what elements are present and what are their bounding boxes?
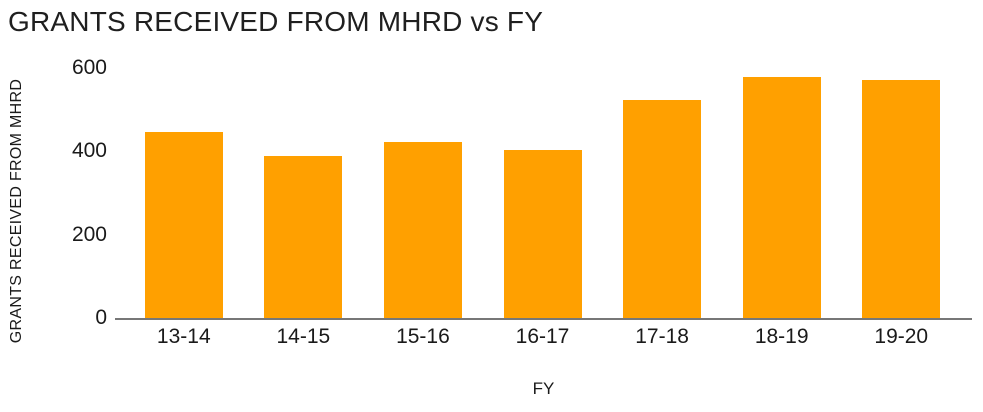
x-tick-label-14-15: 14-15 bbox=[276, 325, 331, 348]
bar-slot-16-17 bbox=[483, 68, 603, 318]
y-tick-label-600: 600 bbox=[71, 56, 107, 79]
bar-slot-18-19 bbox=[722, 68, 842, 318]
x-tick-label-17-18: 17-18 bbox=[635, 325, 689, 348]
bar-16-17 bbox=[503, 149, 582, 318]
x-tick-label-19-20: 19-20 bbox=[874, 325, 929, 348]
bar-slot-14-15 bbox=[244, 68, 364, 318]
x-axis-tick-labels: 13-14 14-15 15-16 16-17 17-18 18-19 19-20 bbox=[124, 325, 961, 349]
y-tick-label-0: 0 bbox=[95, 306, 107, 329]
y-tick-label-400: 400 bbox=[71, 139, 107, 163]
bar-13-14 bbox=[144, 131, 223, 318]
bar-17-18 bbox=[623, 100, 702, 318]
x-axis-title: FY bbox=[532, 379, 555, 398]
x-tick-label-18-19: 18-19 bbox=[754, 325, 809, 348]
bars-container bbox=[124, 68, 961, 318]
bar-15-16 bbox=[383, 142, 462, 318]
bar-14-15 bbox=[264, 155, 343, 318]
chart-title: GRANTS RECEIVED FROM MHRD vs FY bbox=[8, 6, 544, 37]
bar-19-20 bbox=[862, 79, 941, 318]
x-tick-label-16-17: 16-17 bbox=[515, 325, 570, 348]
bar-slot-13-14 bbox=[124, 68, 244, 318]
bar-slot-15-16 bbox=[363, 68, 483, 318]
bar-slot-17-18 bbox=[602, 68, 722, 318]
plot-area bbox=[115, 68, 972, 320]
bar-18-19 bbox=[742, 77, 821, 318]
y-axis-tick-labels: 0 200 400 600 bbox=[0, 0, 107, 412]
y-tick-label-200: 200 bbox=[71, 222, 107, 246]
x-tick-label-15-16: 15-16 bbox=[396, 325, 450, 348]
bar-slot-19-20 bbox=[841, 68, 961, 318]
x-tick-label-13-14: 13-14 bbox=[156, 325, 211, 348]
